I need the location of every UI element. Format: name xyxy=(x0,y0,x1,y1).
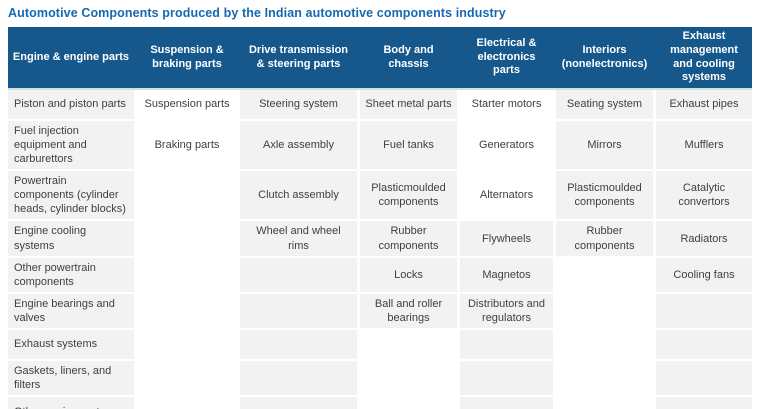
table-cell-r4-c3: Wheel and wheel rims xyxy=(240,221,357,256)
table-cell-r6-c1: Engine bearings and valves xyxy=(8,293,134,328)
table-cell-r9-c3 xyxy=(240,397,357,409)
table-cell-r2-c6: Mirrors xyxy=(556,121,653,170)
table-cell-r4-c6: Rubber components xyxy=(556,221,653,256)
table-cell-r2-c2: Braking parts xyxy=(137,121,237,170)
table-header-row: Engine & engine parts Suspension & brakin… xyxy=(8,27,752,90)
table-cell-r3-c2 xyxy=(137,171,237,220)
table-cell-r1-c1: Piston and piston parts xyxy=(8,90,134,119)
table-cell-r6-c4: Ball and roller bearings xyxy=(360,293,457,328)
column-header-4: Body and chassis xyxy=(383,43,434,70)
table-cell-r6-c3 xyxy=(240,293,357,328)
table-cell-r4-c1: Engine cooling systems xyxy=(8,221,134,256)
table-cell-r5-c4: Locks xyxy=(360,257,457,292)
table-cell-r8-c2 xyxy=(137,360,237,396)
table-cell-r8-c5 xyxy=(460,360,553,396)
automotive-components-table: Engine & engine parts Suspension & brakin… xyxy=(8,27,752,409)
table-cell-r5-c5: Magnetos xyxy=(460,257,553,292)
table-body: Piston and piston parts Suspension parts S… xyxy=(8,90,752,409)
table-cell-r7-c6 xyxy=(556,329,653,359)
table-cell-r9-c6 xyxy=(556,397,653,409)
table-cell-r3-c1: Powertrain components (cylinder heads, c… xyxy=(8,171,134,220)
column-header-5: Electrical & electronics parts xyxy=(476,36,537,77)
table-row-3: Powertrain components (cylinder heads, c… xyxy=(8,171,752,220)
table-cell-r2-c1: Fuel injection equipment and carburettor… xyxy=(8,121,134,170)
table-row-8: Gaskets, liners, and filters xyxy=(8,360,752,396)
column-header-1: Engine & engine parts xyxy=(12,50,130,63)
column-header-7: Exhaust management and cooling systems xyxy=(670,30,738,84)
table-cell-r1-c7: Exhaust pipes xyxy=(656,90,752,119)
table-cell-r8-c6 xyxy=(556,360,653,396)
table-cell-r7-c2 xyxy=(137,329,237,359)
table-cell-r4-c2 xyxy=(137,221,237,256)
table-cell-r1-c6: Seating system xyxy=(556,90,653,119)
table-cell-r5-c2 xyxy=(137,257,237,292)
table-cell-r7-c1: Exhaust systems xyxy=(8,329,134,359)
column-header-6: Interiors (nonelectronics) xyxy=(561,43,648,70)
table-cell-r8-c1: Gaskets, liners, and filters xyxy=(8,360,134,396)
table-cell-r7-c5 xyxy=(460,329,553,359)
table-cell-r2-c7: Mufflers xyxy=(656,121,752,170)
table-cell-r9-c4 xyxy=(360,397,457,409)
table-row-4: Engine cooling systems Wheel and wheel ri… xyxy=(8,221,752,256)
table-cell-r8-c3 xyxy=(240,360,357,396)
table-cell-r6-c2 xyxy=(137,293,237,328)
table-cell-r2-c3: Axle assembly xyxy=(240,121,357,170)
column-header-2: Suspension & braking parts xyxy=(150,43,224,70)
table-cell-r9-c7 xyxy=(656,397,752,409)
table-cell-r1-c4: Sheet metal parts xyxy=(360,90,457,119)
table-cell-r4-c4: Rubber components xyxy=(360,221,457,256)
table-cell-r5-c6 xyxy=(556,257,653,292)
table-cell-r2-c5: Generators xyxy=(460,121,553,170)
table-cell-r7-c3 xyxy=(240,329,357,359)
table-cell-r7-c7 xyxy=(656,329,752,359)
table-cell-r6-c7 xyxy=(656,293,752,328)
table-row-5: Other powertrain components Locks Magnetos… xyxy=(8,257,752,292)
table-row-7: Exhaust systems xyxy=(8,329,752,359)
table-cell-r6-c5: Distributors and regulators xyxy=(460,293,553,328)
table-cell-r1-c2: Suspension parts xyxy=(137,90,237,119)
column-header-3: Drive transmission & steering parts xyxy=(248,43,349,70)
table-cell-r5-c7: Cooling fans xyxy=(656,257,752,292)
table-cell-r1-c3: Steering system xyxy=(240,90,357,119)
table-row-2: Fuel injection equipment and carburettor… xyxy=(8,121,752,170)
table-cell-r3-c4: Plasticmoulded components xyxy=(360,171,457,220)
table-cell-r9-c5 xyxy=(460,397,553,409)
table-cell-r2-c4: Fuel tanks xyxy=(360,121,457,170)
table-row-9: Other engine parts xyxy=(8,397,752,409)
table-cell-r4-c7: Radiators xyxy=(656,221,752,256)
table-cell-r3-c6: Plasticmoulded components xyxy=(556,171,653,220)
table-cell-r4-c5: Flywheels xyxy=(460,221,553,256)
table-cell-r3-c5: Alternators xyxy=(460,171,553,220)
table-cell-r9-c1: Other engine parts xyxy=(8,397,134,409)
table-cell-r5-c1: Other powertrain components xyxy=(8,257,134,292)
table-cell-r3-c7: Catalytic convertors xyxy=(656,171,752,220)
table-cell-r6-c6 xyxy=(556,293,653,328)
table-cell-r7-c4 xyxy=(360,329,457,359)
table-row-1: Piston and piston parts Suspension parts S… xyxy=(8,90,752,119)
table-cell-r3-c3: Clutch assembly xyxy=(240,171,357,220)
table-cell-r5-c3 xyxy=(240,257,357,292)
table-title: Automotive Components produced by the In… xyxy=(8,6,506,20)
table-cell-r9-c2 xyxy=(137,397,237,409)
table-row-6: Engine bearings and valves Ball and rolle… xyxy=(8,293,752,328)
table-cell-r8-c4 xyxy=(360,360,457,396)
table-cell-r1-c5: Starter motors xyxy=(460,90,553,119)
table-cell-r8-c7 xyxy=(656,360,752,396)
